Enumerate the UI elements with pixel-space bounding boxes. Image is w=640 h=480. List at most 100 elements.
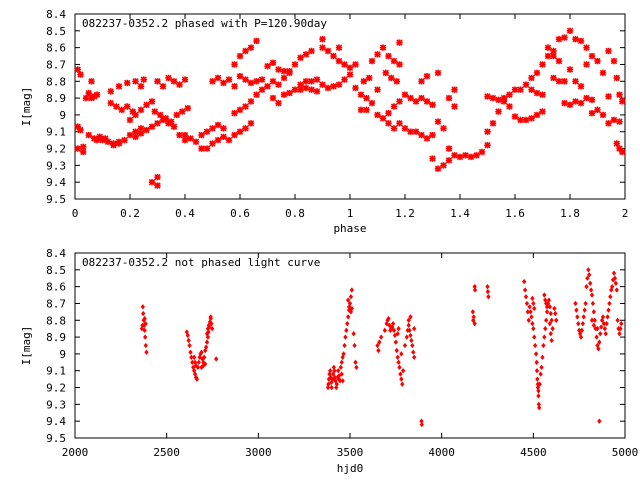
data-point <box>187 342 192 349</box>
data-point <box>544 52 552 60</box>
data-point <box>511 113 519 120</box>
y-tick-label: 9.4 <box>46 415 66 428</box>
x-tick-label: 4500 <box>520 446 547 459</box>
data-point <box>308 78 315 85</box>
y-tick-label: 9.1 <box>46 126 66 139</box>
data-point <box>104 138 112 146</box>
data-point <box>489 94 497 102</box>
data-point <box>327 371 332 377</box>
data-point <box>597 339 602 345</box>
data-point <box>539 108 546 115</box>
data-point <box>192 138 200 146</box>
data-point <box>214 136 222 144</box>
data-point <box>187 135 194 142</box>
data-point <box>124 103 131 110</box>
plot-frame <box>74 13 626 200</box>
data-point <box>390 125 398 132</box>
data-point <box>462 152 469 159</box>
data-point <box>554 317 559 323</box>
data-point <box>533 69 541 77</box>
data-point <box>591 322 596 328</box>
data-point <box>77 126 84 134</box>
x-tick-label: 4000 <box>428 446 455 459</box>
data-point <box>485 283 490 290</box>
data-point <box>599 69 607 77</box>
data-point <box>613 140 620 147</box>
y-tick-label: 8.5 <box>46 25 66 38</box>
data-point <box>297 54 304 61</box>
data-point <box>582 307 587 313</box>
data-point <box>404 334 409 340</box>
x-tick-label: 0.4 <box>175 207 195 220</box>
data-point <box>605 120 612 127</box>
data-point <box>214 74 222 82</box>
data-point <box>352 61 359 68</box>
data-point <box>594 106 601 114</box>
data-point <box>328 374 333 381</box>
x-tick-label: 2 <box>622 207 629 220</box>
data-point <box>335 57 343 65</box>
data-point <box>344 327 349 334</box>
data-point <box>592 317 597 323</box>
data-point <box>588 280 593 286</box>
data-point <box>280 67 288 75</box>
data-point <box>198 131 205 139</box>
data-point <box>242 103 249 110</box>
data-point <box>390 320 396 327</box>
data-point <box>236 73 244 80</box>
data-point <box>137 83 145 90</box>
data-point <box>346 314 351 320</box>
data-point <box>561 99 568 107</box>
data-point <box>552 305 557 312</box>
data-point <box>544 304 550 310</box>
data-point <box>308 47 315 55</box>
data-point <box>440 162 447 169</box>
data-point <box>538 371 543 377</box>
data-point <box>555 36 563 43</box>
data-point <box>525 309 530 315</box>
data-point <box>610 57 618 65</box>
data-point <box>214 121 222 129</box>
data-point <box>522 278 527 285</box>
data-point <box>247 98 255 105</box>
data-point <box>366 74 373 82</box>
data-point <box>588 287 594 293</box>
data-point <box>332 368 337 374</box>
data-point <box>407 94 414 102</box>
data-point <box>495 96 502 103</box>
data-point <box>410 342 415 349</box>
data-point <box>532 305 537 312</box>
x-tick-label: 0 <box>72 207 79 220</box>
data-point <box>572 98 579 105</box>
data-point <box>522 287 528 293</box>
data-point <box>397 364 402 371</box>
data-point <box>394 347 399 354</box>
data-point <box>606 307 611 313</box>
data-point <box>142 315 147 322</box>
data-point <box>143 342 148 349</box>
data-point <box>489 120 497 127</box>
data-point <box>346 71 354 78</box>
data-point <box>342 342 347 349</box>
data-point <box>349 287 354 293</box>
data-point <box>616 91 623 98</box>
data-point <box>157 111 164 119</box>
data-point <box>319 44 326 51</box>
data-point <box>589 292 595 298</box>
data-point <box>333 378 338 384</box>
data-point <box>588 52 596 60</box>
data-point <box>302 84 310 92</box>
data-point <box>141 310 146 317</box>
data-point <box>253 78 260 85</box>
data-point <box>396 98 403 105</box>
data-point <box>341 61 348 68</box>
data-point <box>530 295 535 302</box>
data-point <box>220 125 227 132</box>
unphased-light-curve-panel: 2000 2500 3000 3500 4000 4500 5000 8.4 8.5 8.6 8.7… <box>20 247 638 475</box>
data-point <box>540 354 545 360</box>
data-point <box>132 78 139 85</box>
data-point <box>537 381 542 387</box>
data-point <box>522 116 530 124</box>
data-point <box>186 337 191 344</box>
data-point <box>258 76 266 83</box>
